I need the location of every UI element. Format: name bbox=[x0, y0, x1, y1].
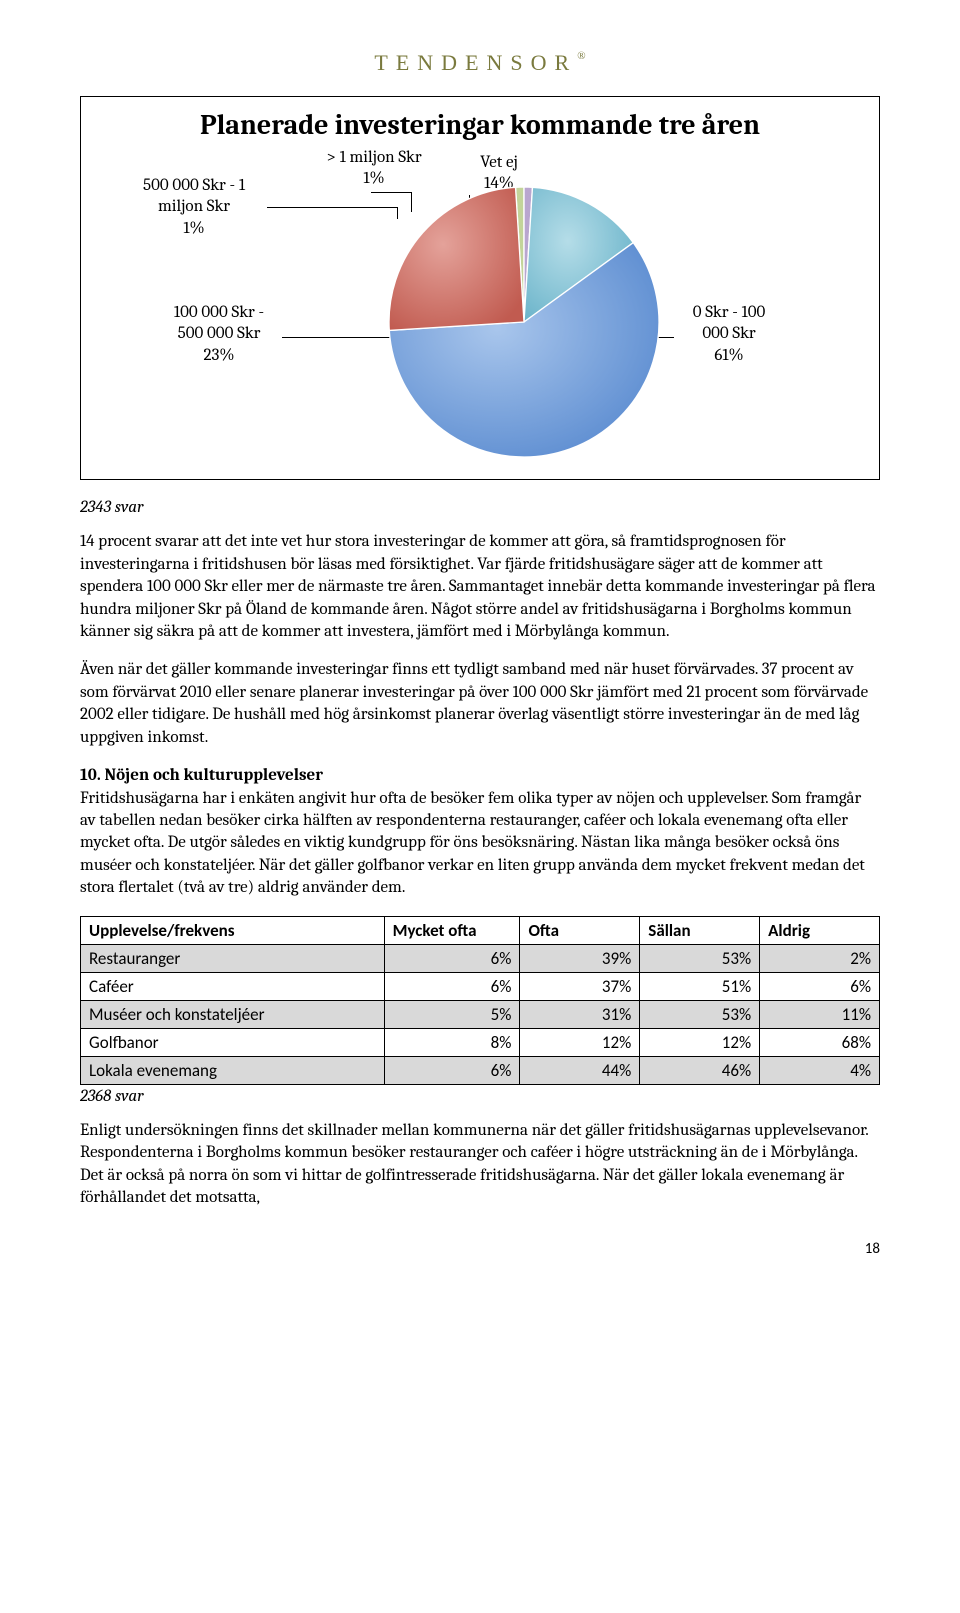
row-label: Lokala evenemang bbox=[81, 1056, 385, 1084]
logo-sup: ® bbox=[577, 50, 585, 62]
page-number: 18 bbox=[80, 1240, 880, 1258]
logo-text: TENDENSOR bbox=[374, 50, 577, 75]
section-10-heading: 10. Nöjen och kulturupplevelser bbox=[80, 766, 323, 785]
chart-response-count: 2343 svar bbox=[80, 498, 880, 517]
table-header-row: Upplevelse/frekvens Mycket ofta Ofta Säl… bbox=[81, 916, 880, 944]
cell-value: 31% bbox=[520, 1000, 640, 1028]
th-upplevelse: Upplevelse/frekvens bbox=[81, 916, 385, 944]
cell-value: 5% bbox=[384, 1000, 520, 1028]
row-label: Caféer bbox=[81, 972, 385, 1000]
cell-value: 46% bbox=[640, 1056, 760, 1084]
label-over-1m: > 1 miljon Skr1% bbox=[309, 147, 439, 190]
cell-value: 68% bbox=[760, 1028, 880, 1056]
pie-chart-container: Planerade investeringar kommande tre åre… bbox=[80, 96, 880, 480]
table-row: Golfbanor8%12%12%68% bbox=[81, 1028, 880, 1056]
cell-value: 2% bbox=[760, 944, 880, 972]
paragraph-3: Fritidshusägarna har i enkäten angivit h… bbox=[80, 789, 865, 898]
label-500k-1m: 500 000 Skr - 1miljon Skr1% bbox=[119, 175, 269, 239]
paragraph-1: 14 procent svarar att det inte vet hur s… bbox=[80, 531, 880, 643]
label-100k-500k: 100 000 Skr -500 000 Skr23% bbox=[154, 302, 284, 366]
cell-value: 12% bbox=[520, 1028, 640, 1056]
cell-value: 6% bbox=[384, 944, 520, 972]
cell-value: 8% bbox=[384, 1028, 520, 1056]
table-response-count: 2368 svar bbox=[80, 1087, 880, 1106]
brand-logo: TENDENSOR® bbox=[80, 50, 880, 76]
cell-value: 11% bbox=[760, 1000, 880, 1028]
table-row: Restauranger6%39%53%2% bbox=[81, 944, 880, 972]
frequency-table: Upplevelse/frekvens Mycket ofta Ofta Säl… bbox=[80, 916, 880, 1085]
table-body: Restauranger6%39%53%2%Caféer6%37%51%6%Mu… bbox=[81, 944, 880, 1084]
chart-area: 500 000 Skr - 1miljon Skr1% > 1 miljon S… bbox=[99, 147, 861, 457]
row-label: Golfbanor bbox=[81, 1028, 385, 1056]
th-ofta: Ofta bbox=[520, 916, 640, 944]
pie-chart bbox=[389, 187, 659, 457]
th-aldrig: Aldrig bbox=[760, 916, 880, 944]
cell-value: 12% bbox=[640, 1028, 760, 1056]
cell-value: 39% bbox=[520, 944, 640, 972]
table-row: Caféer6%37%51%6% bbox=[81, 972, 880, 1000]
label-0-100k: 0 Skr - 100000 Skr61% bbox=[674, 302, 784, 366]
cell-value: 6% bbox=[760, 972, 880, 1000]
table-row: Lokala evenemang6%44%46%4% bbox=[81, 1056, 880, 1084]
document-page: TENDENSOR® Planerade investeringar komma… bbox=[0, 0, 960, 1298]
cell-value: 4% bbox=[760, 1056, 880, 1084]
paragraph-4: Enligt undersökningen finns det skillnad… bbox=[80, 1120, 880, 1210]
slice-100k-500k bbox=[389, 187, 524, 330]
table-row: Muséer och konstateljéer5%31%53%11% bbox=[81, 1000, 880, 1028]
cell-value: 51% bbox=[640, 972, 760, 1000]
row-label: Restauranger bbox=[81, 944, 385, 972]
th-mycket-ofta: Mycket ofta bbox=[384, 916, 520, 944]
cell-value: 44% bbox=[520, 1056, 640, 1084]
pie-svg bbox=[389, 187, 659, 457]
section-10: 10. Nöjen och kulturupplevelser Fritidsh… bbox=[80, 765, 880, 900]
leader-100k bbox=[282, 337, 394, 338]
cell-value: 53% bbox=[640, 1000, 760, 1028]
paragraph-2: Även när det gäller kommande investering… bbox=[80, 659, 880, 749]
cell-value: 37% bbox=[520, 972, 640, 1000]
row-label: Muséer och konstateljéer bbox=[81, 1000, 385, 1028]
cell-value: 53% bbox=[640, 944, 760, 972]
th-sallan: Sällan bbox=[640, 916, 760, 944]
cell-value: 6% bbox=[384, 1056, 520, 1084]
leader-500k bbox=[267, 207, 397, 208]
chart-title: Planerade investeringar kommande tre åre… bbox=[99, 109, 861, 141]
cell-value: 6% bbox=[384, 972, 520, 1000]
